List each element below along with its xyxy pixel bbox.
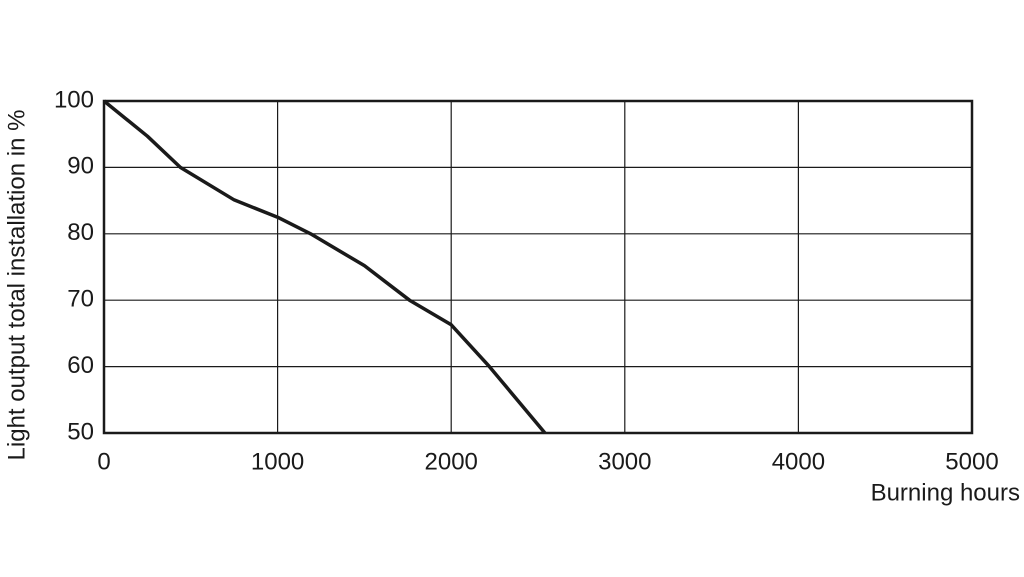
y-tick-label: 60	[67, 352, 94, 379]
x-tick-label: 1000	[251, 448, 304, 475]
x-tick-label: 3000	[598, 448, 651, 475]
x-tick-label: 4000	[772, 448, 825, 475]
y-tick-label: 70	[67, 286, 94, 313]
x-axis-label: Burning hours	[871, 479, 1020, 506]
x-tick-label: 5000	[945, 448, 998, 475]
y-tick-label: 90	[67, 153, 94, 180]
plot-frame	[102, 99, 974, 435]
y-tick-label: 80	[67, 219, 94, 246]
x-tick-label: 0	[97, 448, 110, 475]
y-axis-label: Light output total installation in %	[3, 110, 30, 461]
y-tick-label: 100	[54, 86, 94, 113]
y-tick-label: 50	[67, 418, 94, 445]
line	[102, 99, 547, 435]
x-tick-label: 2000	[425, 448, 478, 475]
